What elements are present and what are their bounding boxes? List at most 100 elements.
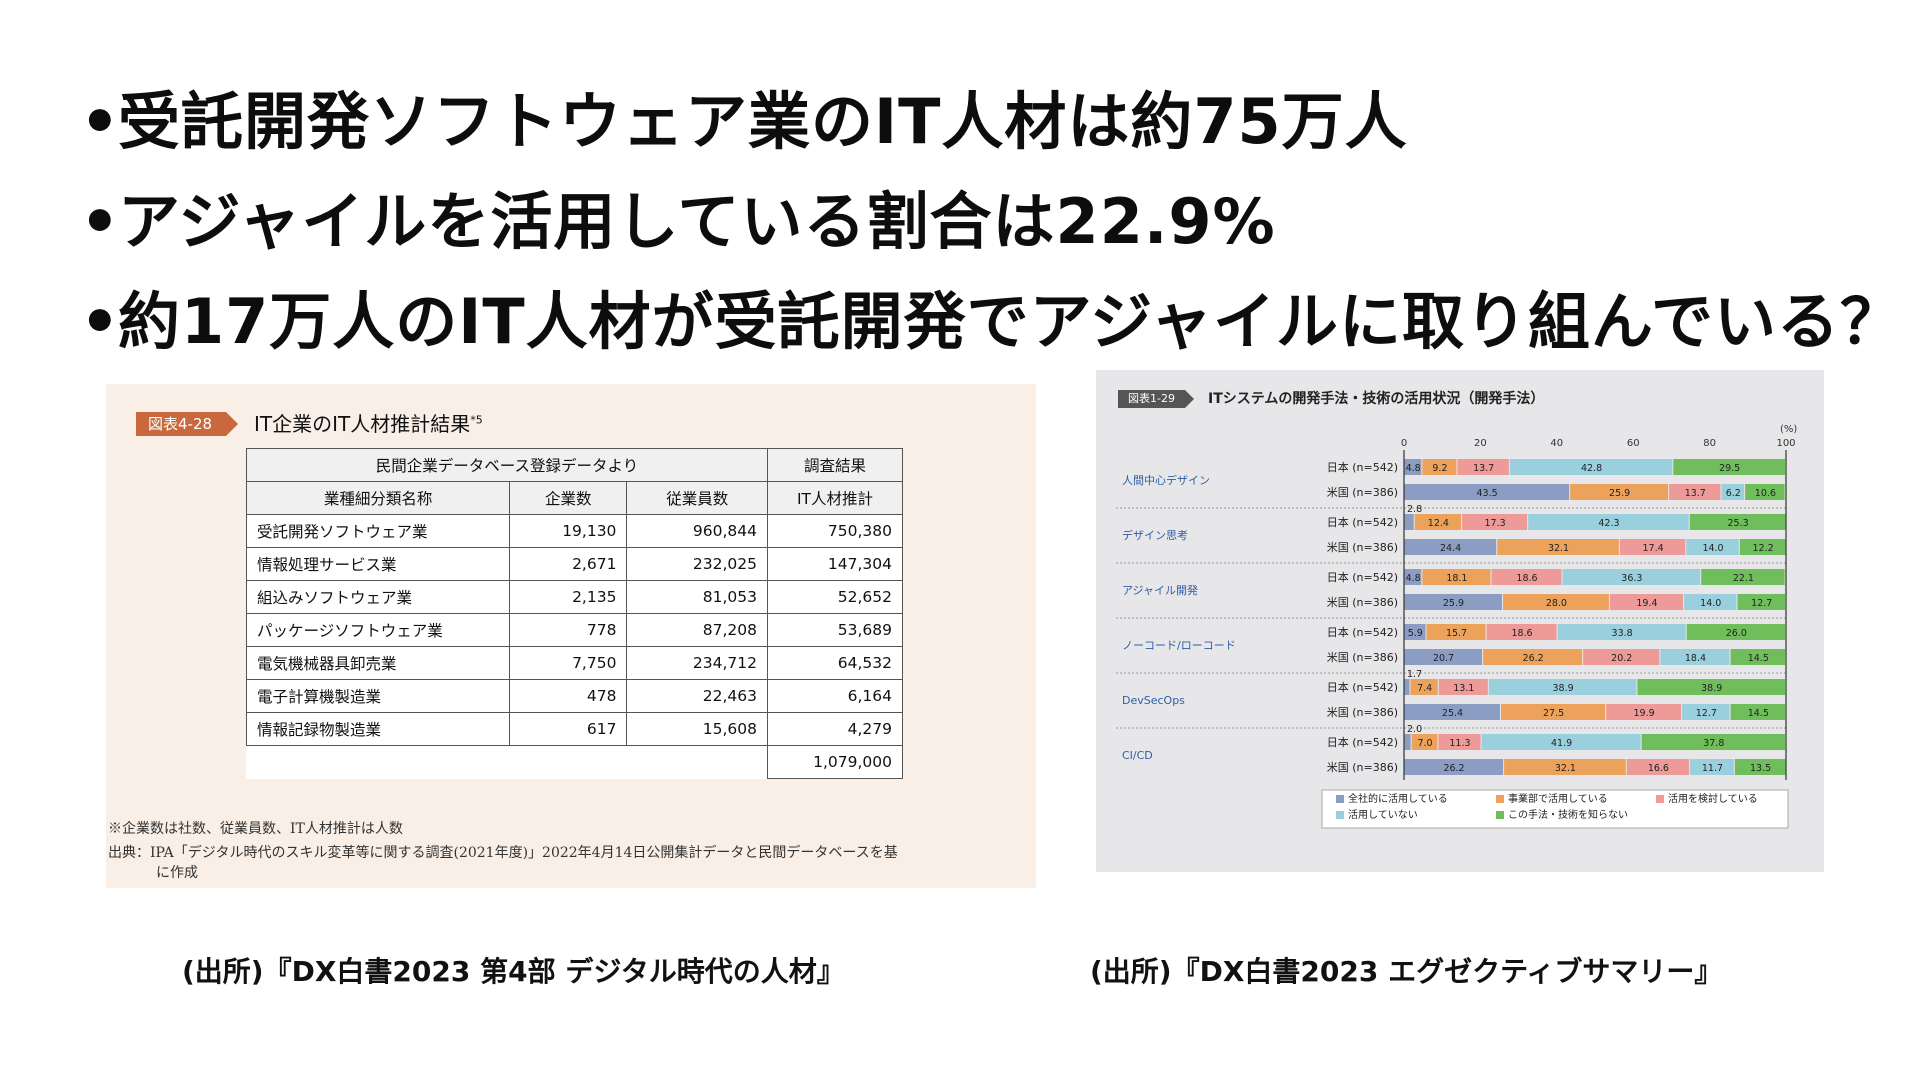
value-cell: 64,532 [767,646,903,680]
row-label: 米国 (n=386) [1327,596,1398,609]
data-label: 1.7 [1407,669,1422,680]
bar-segment [1682,704,1730,720]
value-cell: 232,025 [626,547,768,581]
data-label: 42.8 [1581,463,1602,474]
value-cell: 22,463 [626,679,768,713]
data-label: 36.3 [1621,573,1642,584]
bar-segment [1404,459,1422,475]
bar-segment [1690,759,1734,775]
data-label: 38.9 [1701,683,1722,694]
bar-segment [1606,704,1682,720]
bullet-text: 受託開発ソフトウェア業のIT人材は約75万人 [118,85,1408,158]
table-row: パッケージソフトウェア業 778 87,208 53,689 [245,613,903,647]
value-cell: 960,844 [626,514,768,548]
legend-label: 全社的に活用している [1348,792,1448,805]
data-label: 12.4 [1428,518,1449,529]
x-tick-label: 40 [1550,438,1563,449]
bullet-item: •約17万人のIT人材が受託開発でアジャイルに取り組んでいる？ [80,272,1902,372]
value-cell: 2,135 [509,580,628,614]
data-label: 19.4 [1636,598,1657,609]
table-row: 情報処理サービス業 2,671 232,025 147,304 [245,547,903,581]
column-header: 業種細分類名称 [245,481,511,515]
bullet-item: •受託開発ソフトウェア業のIT人材は約75万人 [80,72,1880,172]
data-label: 14.5 [1748,708,1769,719]
bar-segment [1730,649,1785,665]
bar-segment [1637,679,1785,695]
bar-segment [1562,569,1701,585]
data-label: 20.2 [1611,653,1632,664]
data-label: 10.6 [1755,488,1776,499]
data-label: 20.7 [1433,653,1454,664]
data-label: 17.4 [1642,543,1663,554]
data-label: 25.9 [1609,488,1630,499]
bar-segment [1737,594,1785,610]
data-label: 27.5 [1543,708,1564,719]
table-row: 情報記録物製造業 617 15,608 4,279 [245,712,903,746]
value-cell: 81,053 [626,580,768,614]
data-label: 12.2 [1753,543,1774,554]
industry-cell: 組込みソフトウェア業 [245,580,511,614]
bar-segment [1660,649,1730,665]
bar-segment [1739,539,1786,555]
row-label: 日本 (n=542) [1327,515,1398,529]
bar-segment [1502,594,1609,610]
industry-cell: 電子計算機製造業 [245,679,511,713]
table-total-row: 1,079,000 [247,745,903,779]
bar-segment [1411,734,1438,750]
bar-segment [1438,734,1481,750]
data-label: 32.1 [1555,763,1576,774]
value-cell: 2,671 [509,547,628,581]
data-label: 37.8 [1703,738,1724,749]
bar-segment [1641,734,1785,750]
bar-segment [1686,624,1785,640]
group-header: 民間企業データベース登録データより [246,448,768,482]
data-label: 29.5 [1719,463,1740,474]
bar-segment [1528,514,1689,530]
group-label: CI/CD [1122,749,1153,762]
row-label: 米国 (n=386) [1327,486,1398,499]
data-label: 25.9 [1443,598,1464,609]
bar-segment [1483,649,1583,665]
data-label: 12.7 [1696,708,1717,719]
value-cell: 617 [509,712,628,746]
bullet-item: •アジャイルを活用している割合は22.9% [80,172,1880,272]
bar-segment [1426,624,1486,640]
industry-cell: 情報処理サービス業 [245,547,511,581]
data-label: 13.7 [1685,488,1706,499]
data-label: 6.2 [1726,488,1741,499]
data-label: 7.0 [1417,738,1432,749]
table-source: 出典：IPA「デジタル時代のスキル変革等に関する調査(2021年度)」2022年… [108,845,898,861]
legend-swatch [1656,795,1664,803]
group-label: デザイン思考 [1122,528,1188,542]
industry-cell: 受託開発ソフトウェア業 [245,514,511,548]
bar-segment [1497,539,1619,555]
data-label: 12.7 [1751,598,1772,609]
bar-segment [1404,704,1501,720]
data-label: 13.5 [1750,763,1771,774]
data-label: 14.5 [1748,653,1769,664]
data-label: 5.9 [1408,628,1423,639]
x-tick-label: 100 [1776,438,1795,449]
data-label: 4.8 [1406,463,1421,474]
legend-label: この手法・技術を知らない [1508,808,1628,821]
bar-segment [1686,539,1739,555]
bar-segment [1438,679,1488,695]
bar-segment [1509,459,1673,475]
bar-segment [1619,539,1686,555]
bar-segment [1404,759,1504,775]
row-label: 日本 (n=542) [1327,570,1398,584]
legend-swatch [1496,811,1504,819]
row-label: 米国 (n=386) [1327,651,1398,664]
bullet-text: 約17万人のIT人材が受託開発でアジャイルに取り組んでいる？ [118,285,1903,358]
data-label: 25.4 [1442,708,1463,719]
bar-segment [1734,759,1786,775]
data-label: 26.2 [1443,763,1464,774]
data-label: 17.3 [1485,518,1506,529]
bar-segment [1570,484,1669,500]
bar-segment [1404,624,1426,640]
data-label: 26.0 [1726,628,1747,639]
industry-cell: 電気機械器具卸売業 [245,646,511,680]
table-row: 電子計算機製造業 478 22,463 6,164 [245,679,903,713]
x-tick-label: 20 [1474,438,1487,449]
